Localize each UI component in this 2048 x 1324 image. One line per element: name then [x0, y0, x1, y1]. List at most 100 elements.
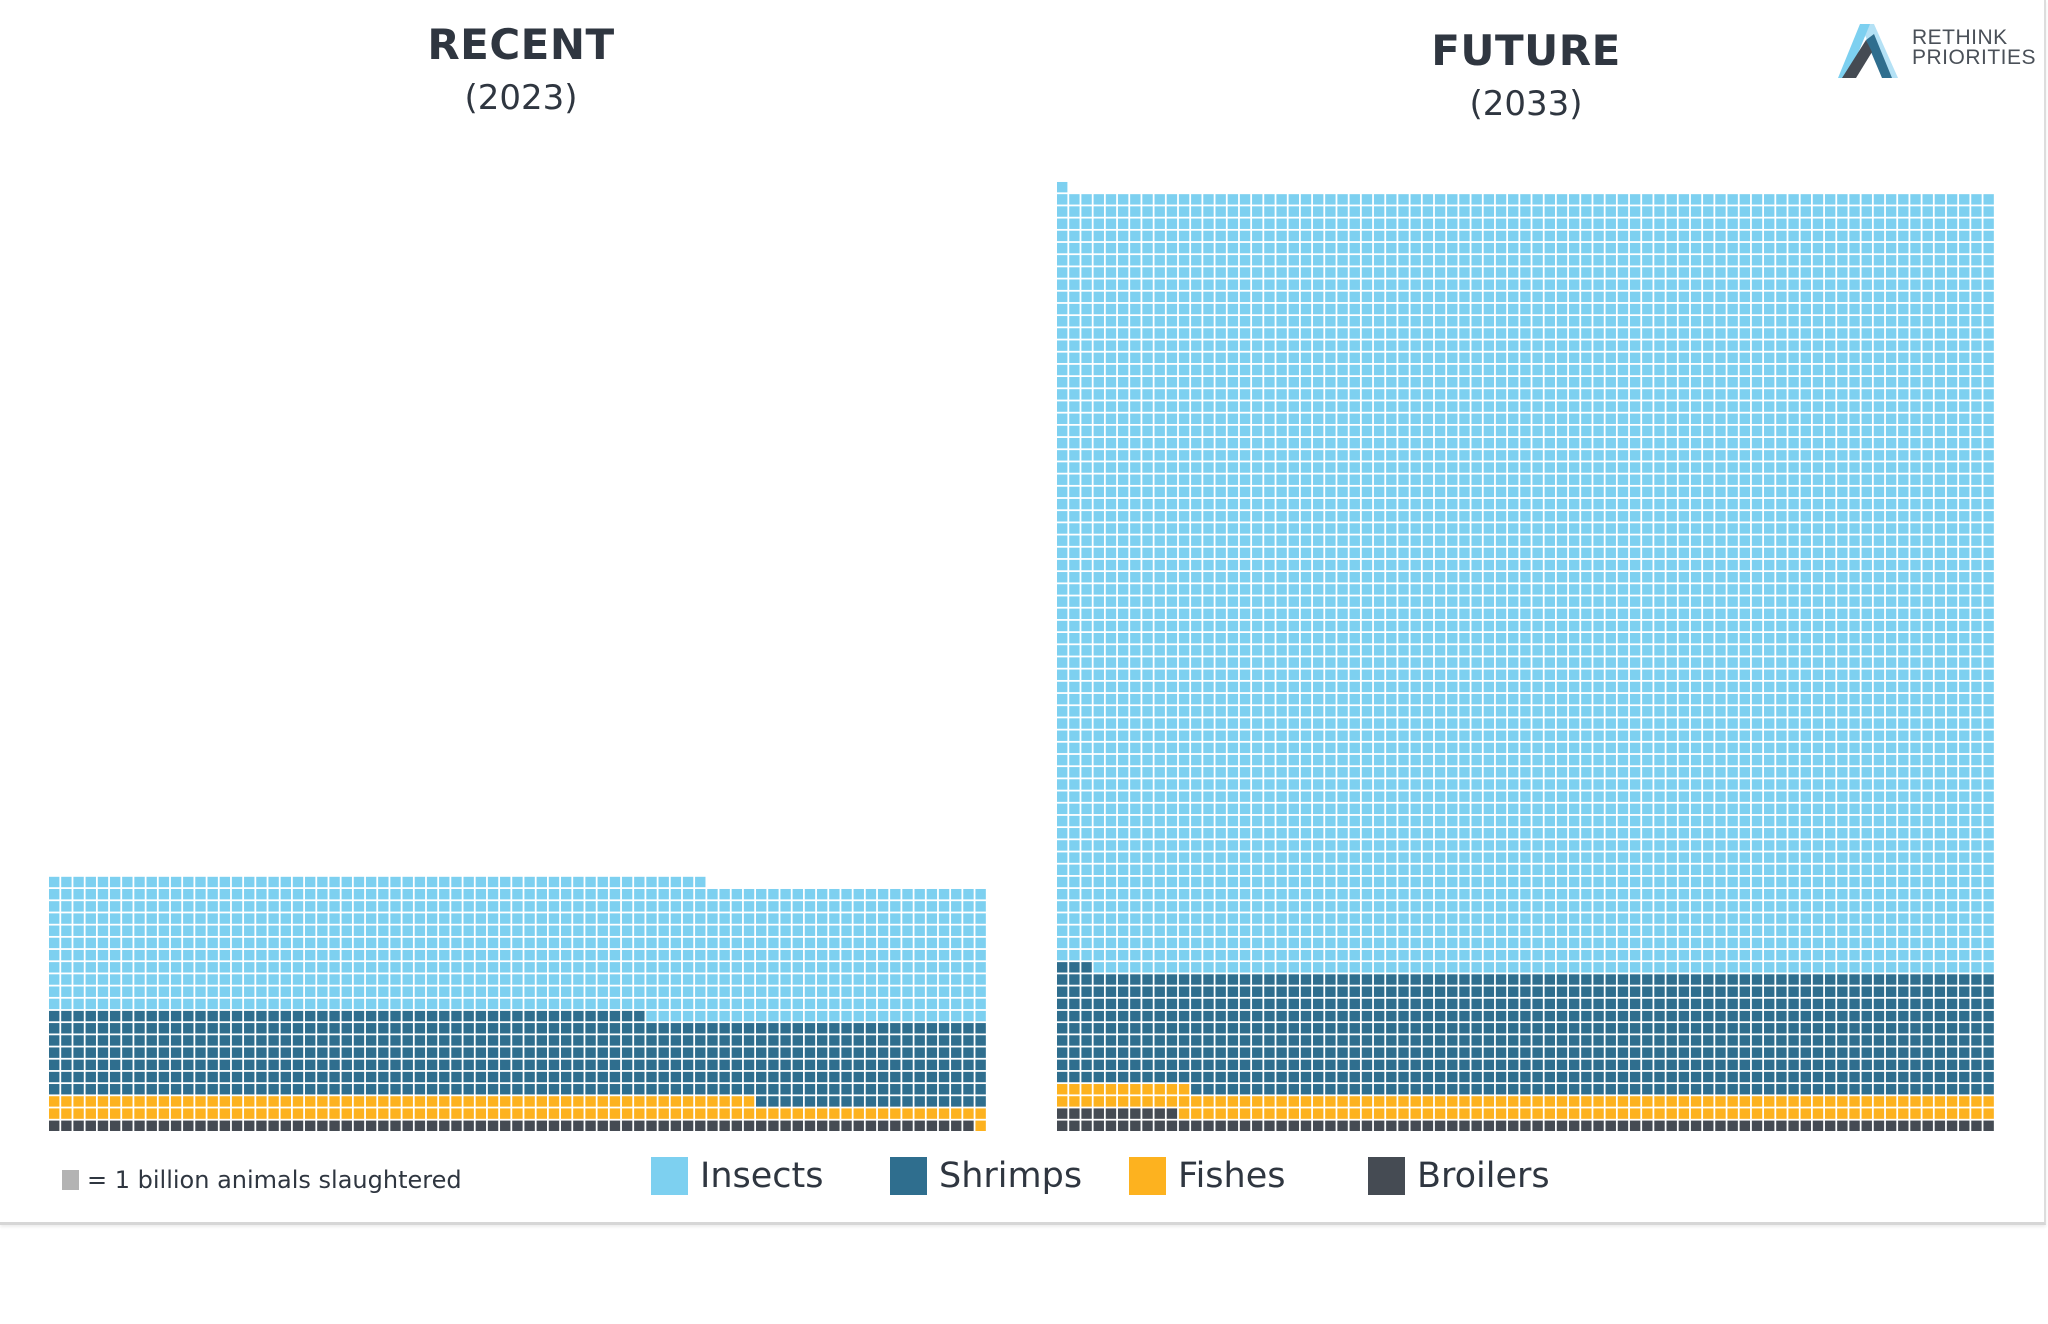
- waffle-cell-insects: [1910, 876, 1921, 888]
- waffle-cell-insects: [85, 998, 96, 1010]
- waffle-cell-insects: [1934, 828, 1946, 839]
- waffle-cell-insects: [1666, 925, 1677, 936]
- waffle-cell-insects: [1703, 754, 1714, 766]
- waffle-cell-shrimps: [1239, 1071, 1251, 1083]
- waffle-cell-insects: [1300, 718, 1312, 729]
- waffle-cell-fishes: [1288, 1108, 1300, 1119]
- waffle-cell-shrimps: [1568, 1023, 1580, 1034]
- waffle-cell-insects: [1203, 949, 1214, 961]
- future-waffle: [1057, 181, 1994, 1131]
- waffle-cell-insects: [1178, 840, 1190, 851]
- waffle-cell-insects: [1117, 949, 1129, 961]
- waffle-cell-shrimps: [963, 1096, 974, 1107]
- waffle-cell-shrimps: [1898, 1010, 1909, 1022]
- waffle-cell-insects: [1703, 949, 1714, 961]
- waffle-cell-insects: [1081, 596, 1092, 607]
- waffle-cell-shrimps: [512, 1059, 523, 1071]
- waffle-cell-insects: [1642, 962, 1653, 973]
- waffle-cell-broilers: [1837, 1120, 1848, 1131]
- waffle-cell-insects: [1434, 828, 1446, 839]
- waffle-cell-insects: [853, 1010, 864, 1022]
- waffle-cell-shrimps: [1361, 986, 1373, 997]
- waffle-cell-insects: [963, 962, 974, 973]
- waffle-cell-shrimps: [1508, 1084, 1519, 1095]
- waffle-cell-shrimps: [756, 1071, 767, 1083]
- waffle-cell-insects: [195, 876, 206, 888]
- waffle-cell-insects: [317, 925, 328, 936]
- waffle-cell-insects: [1678, 730, 1690, 741]
- waffle-cell-shrimps: [621, 1035, 633, 1046]
- waffle-cell-insects: [1178, 913, 1190, 924]
- waffle-cell-shrimps: [1434, 1010, 1446, 1022]
- waffle-cell-shrimps: [1410, 1010, 1421, 1022]
- waffle-cell-insects: [1629, 937, 1641, 949]
- waffle-cell-insects: [975, 986, 986, 997]
- waffle-cell-insects: [1581, 791, 1592, 802]
- waffle-cell-shrimps: [1325, 1071, 1336, 1083]
- waffle-cell-insects: [170, 913, 182, 924]
- waffle-cell-insects: [1520, 791, 1531, 802]
- waffle-cell-shrimps: [1837, 986, 1848, 997]
- waffle-cell-insects: [1483, 828, 1495, 839]
- waffle-cell-insects: [1776, 620, 1787, 632]
- waffle-cell-insects: [1398, 645, 1409, 656]
- waffle-cell-shrimps: [853, 1023, 864, 1034]
- waffle-cell-insects: [707, 974, 718, 985]
- waffle-cell-shrimps: [804, 1047, 816, 1058]
- waffle-cell-shrimps: [1934, 1035, 1946, 1046]
- waffle-cell-insects: [195, 901, 206, 912]
- waffle-cell-broilers: [536, 1120, 547, 1131]
- waffle-cell-insects: [134, 998, 145, 1010]
- waffle-cell-shrimps: [853, 1084, 864, 1095]
- waffle-cell-insects: [670, 913, 682, 924]
- waffle-cell-fishes: [1751, 1096, 1763, 1107]
- waffle-cell-insects: [1593, 620, 1604, 632]
- waffle-cell-insects: [1349, 828, 1360, 839]
- waffle-cell-insects: [1142, 693, 1153, 705]
- waffle-cell-shrimps: [1605, 1035, 1616, 1046]
- waffle-cell-insects: [1532, 620, 1543, 632]
- waffle-cell-insects: [146, 913, 157, 924]
- waffle-cell-insects: [365, 913, 377, 924]
- waffle-cell-insects: [1166, 718, 1178, 729]
- waffle-cell-insects: [1959, 949, 1970, 961]
- waffle-cell-shrimps: [743, 1023, 755, 1034]
- waffle-cell-insects: [244, 913, 255, 924]
- waffle-cell-insects: [512, 925, 523, 936]
- waffle-cell-insects: [1447, 645, 1458, 656]
- waffle-cell-insects: [1910, 633, 1921, 644]
- waffle-cell-shrimps: [1581, 998, 1592, 1010]
- waffle-cell-insects: [1105, 706, 1117, 717]
- waffle-cell-insects: [1751, 645, 1763, 656]
- waffle-cell-insects: [183, 974, 194, 985]
- waffle-cell-insects: [402, 913, 413, 924]
- waffle-cell-insects: [658, 913, 669, 924]
- waffle-cell-shrimps: [1617, 1071, 1629, 1083]
- waffle-cell-insects: [1861, 742, 1872, 754]
- waffle-cell-insects: [963, 1010, 974, 1022]
- waffle-cell-insects: [1959, 608, 1970, 620]
- waffle-cell-insects: [1093, 962, 1104, 973]
- waffle-cell-shrimps: [1288, 1035, 1300, 1046]
- waffle-cell-insects: [1117, 706, 1129, 717]
- waffle-cell-shrimps: [780, 1084, 791, 1095]
- waffle-cell-shrimps: [1325, 1023, 1336, 1034]
- waffle-cell-insects: [1471, 962, 1482, 973]
- waffle-cell-insects: [1776, 815, 1787, 827]
- waffle-cell-insects: [1873, 803, 1885, 815]
- waffle-cell-insects: [1556, 693, 1568, 705]
- waffle-cell-insects: [1300, 876, 1312, 888]
- waffle-cell-insects: [1361, 913, 1373, 924]
- waffle-cell-insects: [1617, 913, 1629, 924]
- waffle-cell-broilers: [1117, 1120, 1129, 1131]
- waffle-cell-insects: [816, 974, 828, 985]
- waffle-cell-insects: [329, 876, 340, 888]
- waffle-cell-insects: [1849, 913, 1860, 924]
- waffle-cell-shrimps: [816, 1059, 828, 1071]
- waffle-cell-insects: [1910, 901, 1921, 912]
- waffle-cell-shrimps: [414, 1047, 426, 1058]
- waffle-cell-insects: [1142, 620, 1153, 632]
- waffle-cell-insects: [1349, 645, 1360, 656]
- waffle-cell-fishes: [1605, 1096, 1616, 1107]
- waffle-cell-insects: [1337, 828, 1348, 839]
